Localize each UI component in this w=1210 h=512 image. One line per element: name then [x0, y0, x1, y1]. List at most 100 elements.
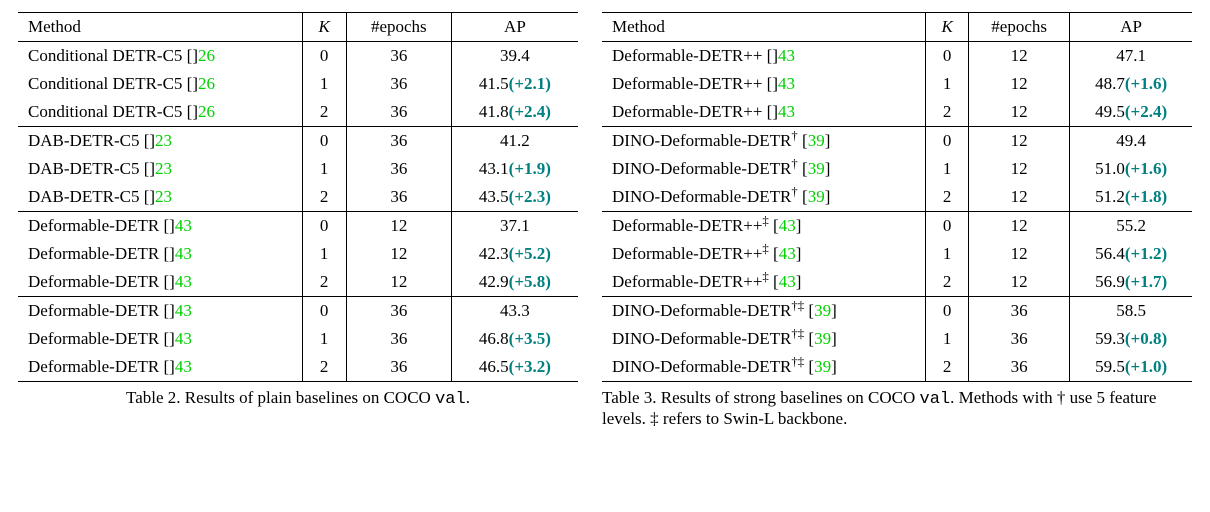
cell-method: Deformable-DETR++ []43: [602, 70, 926, 98]
gain-delta: (+1.8): [1125, 187, 1167, 206]
table-row: Conditional DETR-C5 []2623641.8(+2.4): [18, 98, 578, 127]
cell-method: Deformable-DETR++ []43: [602, 98, 926, 127]
cell-method: DAB-DETR-C5 []23: [18, 155, 302, 183]
citation-ref[interactable]: 43: [779, 244, 796, 263]
cell-k: 1: [926, 155, 969, 183]
cell-epochs: 12: [346, 268, 451, 297]
cell-method: DAB-DETR-C5 []23: [18, 127, 302, 156]
citation-ref[interactable]: 43: [175, 216, 192, 235]
caption-mono: val: [435, 390, 466, 409]
cell-epochs: 36: [346, 325, 451, 353]
citation-ref[interactable]: 26: [198, 102, 215, 121]
cell-method: Conditional DETR-C5 []26: [18, 70, 302, 98]
gain-delta: (+1.7): [1125, 272, 1167, 291]
table2: Method K #epochs AP Conditional DETR-C5 …: [18, 12, 578, 382]
table-row: Deformable-DETR []4323646.5(+3.2): [18, 353, 578, 382]
cell-k: 0: [302, 297, 346, 326]
cell-k: 2: [302, 183, 346, 212]
table2-caption: Table 2. Results of plain baselines on C…: [18, 388, 578, 409]
citation-ref[interactable]: 43: [778, 102, 795, 121]
table-row: Deformable-DETR++ []4321249.5(+2.4): [602, 98, 1192, 127]
cell-method: DINO-Deformable-DETR†‡ [39]: [602, 325, 926, 353]
cell-k: 1: [302, 70, 346, 98]
cell-ap: 59.3(+0.8): [1070, 325, 1192, 353]
citation-ref[interactable]: 43: [175, 244, 192, 263]
cell-epochs: 12: [969, 212, 1070, 241]
table-row: DINO-Deformable-DETR†‡ [39]13659.3(+0.8): [602, 325, 1192, 353]
cell-k: 0: [302, 42, 346, 71]
gain-delta: (+1.2): [1125, 244, 1167, 263]
superscript: †: [791, 128, 797, 142]
cell-ap: 43.1(+1.9): [451, 155, 578, 183]
citation-ref[interactable]: 43: [175, 357, 192, 376]
cell-method: DINO-Deformable-DETR† [39]: [602, 183, 926, 212]
cell-method: Deformable-DETR []43: [18, 297, 302, 326]
superscript: †: [791, 156, 797, 170]
table-row: Conditional DETR-C5 []2603639.4: [18, 42, 578, 71]
cell-epochs: 36: [346, 155, 451, 183]
cell-epochs: 12: [969, 98, 1070, 127]
citation-ref[interactable]: 23: [155, 159, 172, 178]
citation-ref[interactable]: 26: [198, 74, 215, 93]
citation-ref[interactable]: 43: [779, 272, 796, 291]
table-row: Deformable-DETR++‡ [43]21256.9(+1.7): [602, 268, 1192, 297]
cell-k: 1: [302, 325, 346, 353]
cell-ap: 47.1: [1070, 42, 1192, 71]
superscript: ‡: [762, 269, 768, 283]
cell-k: 1: [926, 70, 969, 98]
citation-ref[interactable]: 43: [175, 329, 192, 348]
cell-ap: 51.2(+1.8): [1070, 183, 1192, 212]
table-row: Conditional DETR-C5 []2613641.5(+2.1): [18, 70, 578, 98]
cell-k: 1: [926, 240, 969, 268]
col-method: Method: [18, 13, 302, 42]
citation-ref[interactable]: 26: [198, 46, 215, 65]
gain-delta: (+3.2): [509, 357, 551, 376]
citation-ref[interactable]: 23: [155, 131, 172, 150]
superscript: †: [791, 184, 797, 198]
citation-ref[interactable]: 39: [814, 301, 831, 320]
citation-ref[interactable]: 23: [155, 187, 172, 206]
superscript: ‡: [762, 213, 768, 227]
table-row: Deformable-DETR []4303643.3: [18, 297, 578, 326]
gain-delta: (+2.3): [509, 187, 551, 206]
cell-k: 1: [302, 155, 346, 183]
table-row: DINO-Deformable-DETR†‡ [39]03658.5: [602, 297, 1192, 326]
cell-epochs: 36: [346, 70, 451, 98]
cell-epochs: 12: [969, 268, 1070, 297]
cell-method: Deformable-DETR []43: [18, 240, 302, 268]
citation-ref[interactable]: 39: [808, 131, 825, 150]
cell-ap: 48.7(+1.6): [1070, 70, 1192, 98]
citation-ref[interactable]: 43: [779, 216, 796, 235]
cell-epochs: 12: [969, 155, 1070, 183]
table-row: DINO-Deformable-DETR† [39]11251.0(+1.6): [602, 155, 1192, 183]
gain-delta: (+0.8): [1125, 329, 1167, 348]
citation-ref[interactable]: 39: [814, 357, 831, 376]
gain-delta: (+5.2): [509, 244, 551, 263]
citation-ref[interactable]: 43: [175, 301, 192, 320]
citation-ref[interactable]: 39: [808, 187, 825, 206]
citation-ref[interactable]: 43: [175, 272, 192, 291]
gain-delta: (+5.8): [509, 272, 551, 291]
table-row: DAB-DETR-C5 []2313643.1(+1.9): [18, 155, 578, 183]
cell-method: Deformable-DETR []43: [18, 268, 302, 297]
caption-mono: val: [920, 390, 951, 409]
cell-epochs: 12: [346, 240, 451, 268]
citation-ref[interactable]: 43: [778, 74, 795, 93]
caption-text: Table 2. Results of plain baselines on C…: [126, 388, 435, 407]
citation-ref[interactable]: 39: [808, 159, 825, 178]
table-row: Deformable-DETR []4313646.8(+3.5): [18, 325, 578, 353]
tables-wrap: Method K #epochs AP Conditional DETR-C5 …: [18, 12, 1192, 429]
citation-ref[interactable]: 39: [814, 329, 831, 348]
cell-k: 2: [302, 98, 346, 127]
cell-epochs: 36: [346, 353, 451, 382]
cell-epochs: 12: [969, 127, 1070, 156]
cell-epochs: 36: [969, 353, 1070, 382]
col-epochs: #epochs: [969, 13, 1070, 42]
table-row: Deformable-DETR++ []4311248.7(+1.6): [602, 70, 1192, 98]
cell-ap: 37.1: [451, 212, 578, 241]
cell-ap: 56.4(+1.2): [1070, 240, 1192, 268]
col-k: K: [926, 13, 969, 42]
citation-ref[interactable]: 43: [778, 46, 795, 65]
table-row: DINO-Deformable-DETR†‡ [39]23659.5(+1.0): [602, 353, 1192, 382]
superscript: †‡: [791, 354, 804, 368]
